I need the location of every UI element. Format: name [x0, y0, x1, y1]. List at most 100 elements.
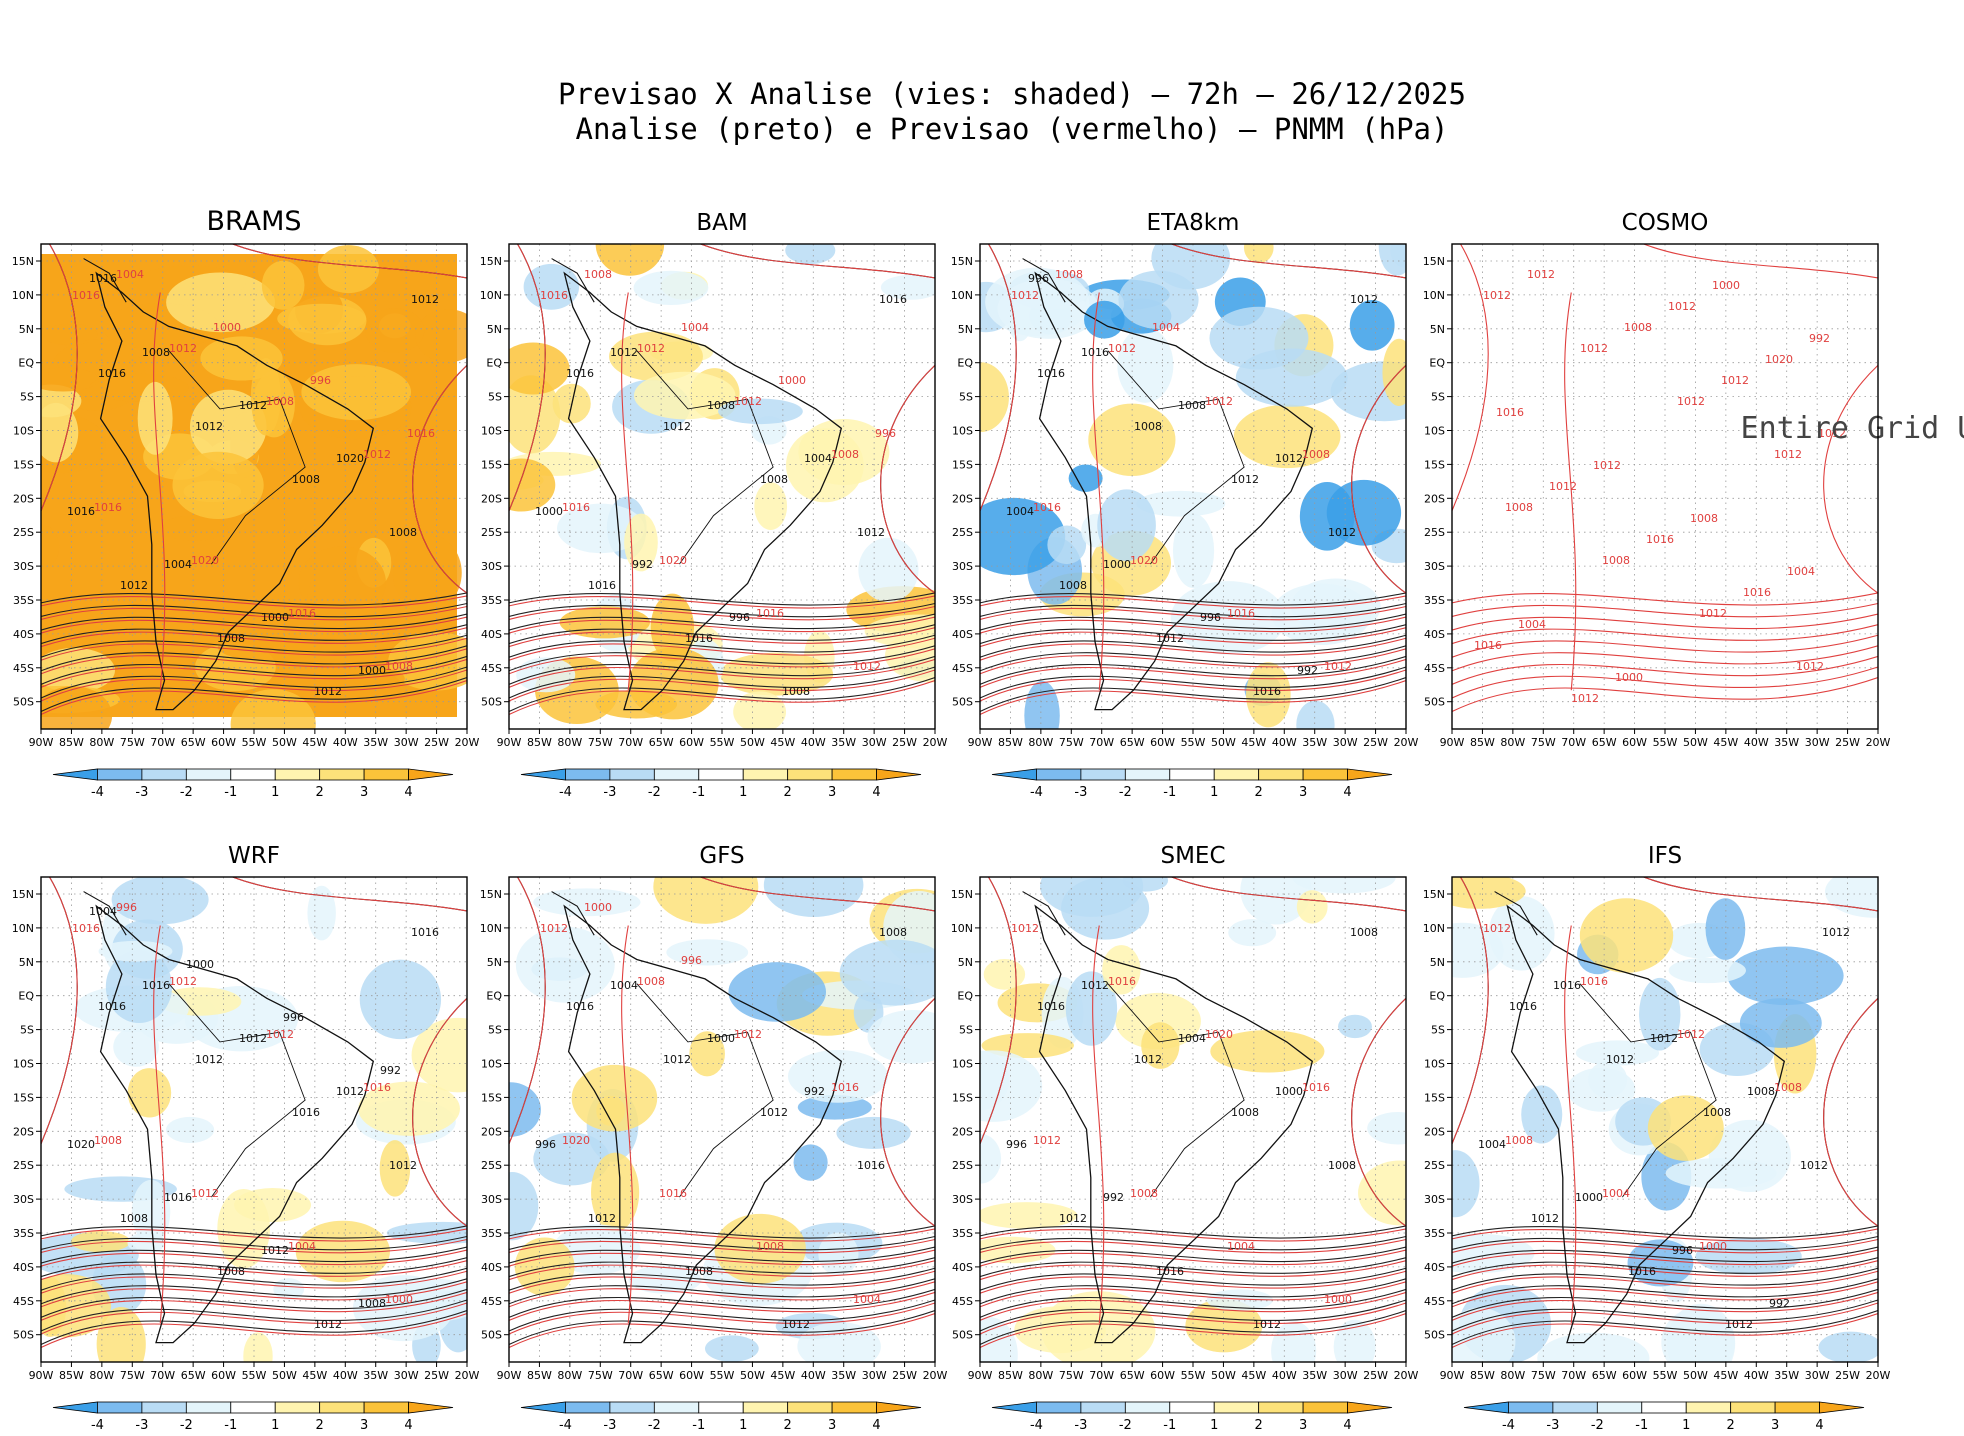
- bias-shading: [1452, 877, 1526, 909]
- lat-tick-label: 50S: [1424, 1329, 1445, 1342]
- isobar-forecast: [41, 595, 467, 609]
- bias-shading: [515, 926, 615, 1003]
- lat-tick-label: 5N: [958, 956, 973, 969]
- lon-tick-label: 30W: [394, 1369, 419, 1382]
- isobar-label: 1016: [1037, 1000, 1065, 1013]
- lon-tick-label: 85W: [998, 736, 1023, 749]
- lon-tick-label: 25W: [1363, 1369, 1388, 1382]
- isobar-analysis: [509, 1225, 935, 1239]
- isobar-analysis: [1452, 1267, 1878, 1291]
- colorbar-swatch: [787, 768, 833, 781]
- lat-tick-label: 15N: [951, 888, 973, 901]
- andes-isobars: [1564, 925, 1577, 1324]
- bias-shading: [160, 515, 229, 541]
- isobar-forecast: [980, 1238, 1406, 1254]
- coastline: [95, 904, 375, 1344]
- bias-shading: [41, 524, 60, 569]
- lon-tick-label: 45W: [1241, 1369, 1266, 1382]
- lat-tick-label: 30S: [1424, 1193, 1445, 1206]
- lon-tick-label: 75W: [120, 736, 145, 749]
- andes-isobars: [153, 292, 166, 691]
- colorbar-swatch: [274, 1401, 321, 1414]
- lon-tick-label: 90W: [1440, 1369, 1465, 1382]
- bias-shading: [1367, 1111, 1406, 1145]
- isobar-forecast: [1452, 1249, 1878, 1267]
- isobar-forecast: [1452, 1238, 1878, 1254]
- bias-shading: [96, 1307, 146, 1362]
- lat-tick-label: 5S: [20, 1024, 34, 1037]
- lon-tick-label: 60W: [1150, 1369, 1175, 1382]
- bias-shading: [1228, 919, 1277, 947]
- lon-tick-label: 80W: [1028, 736, 1053, 749]
- bias-shading: [113, 1026, 159, 1067]
- colorbar-label: 3: [828, 785, 836, 800]
- bias-shading: [261, 260, 305, 310]
- isobar-forecast: [980, 1249, 1406, 1267]
- panel-title: SMEC: [1160, 843, 1225, 869]
- lon-tick-label: 85W: [1470, 1369, 1495, 1382]
- colorbar-swatch: [1596, 1401, 1643, 1414]
- isobar-label: 1016: [879, 293, 907, 306]
- isobar-label: 1008: [707, 399, 735, 412]
- bias-shading: [358, 1081, 460, 1136]
- lat-tick-label: 40S: [1424, 628, 1445, 641]
- isobar-label: 1012: [1205, 395, 1233, 408]
- lat-tick-label: 35S: [13, 594, 34, 607]
- isobar-analysis: [980, 677, 1406, 713]
- isobar-analysis: [980, 624, 1406, 645]
- isobar-label: 1012: [1580, 342, 1608, 355]
- lat-tick-label: 40S: [481, 628, 502, 641]
- colorbar-swatch: [1036, 1401, 1082, 1414]
- isobar-label: 1000: [1103, 558, 1131, 571]
- bias-shading: [571, 1064, 658, 1132]
- lat-tick-label: 10N: [1423, 289, 1445, 302]
- isobar-label: 1020: [1130, 554, 1158, 567]
- lat-tick-label: 5S: [488, 1024, 502, 1037]
- colorbar-swatch: [1124, 1401, 1171, 1414]
- isobar-forecast: [1643, 877, 1878, 912]
- isobar-label: 1016: [89, 272, 117, 285]
- isobar-forecast: [509, 1249, 935, 1267]
- isobar-forecast: [509, 669, 935, 702]
- isobar-label: 1020: [191, 554, 219, 567]
- lat-tick-label: EQ: [957, 990, 973, 1003]
- lat-tick-label: 20S: [481, 492, 502, 505]
- colorbar-swatch: [520, 768, 566, 781]
- isobar-analysis: [41, 1288, 467, 1318]
- lat-tick-label: 30S: [13, 560, 34, 573]
- lon-tick-label: 40W: [333, 736, 358, 749]
- isobar-analysis: [1452, 1288, 1878, 1318]
- lon-tick-label: 70W: [1089, 736, 1114, 749]
- bias-shading: [1727, 946, 1844, 1006]
- isobar-label: 1016: [1553, 979, 1581, 992]
- isobar-forecast: [700, 244, 935, 279]
- lat-tick-label: 15N: [12, 888, 34, 901]
- lon-tick-label: 45W: [1241, 736, 1266, 749]
- lat-tick-label: 15S: [481, 1091, 502, 1104]
- lat-tick-label: 10N: [951, 289, 973, 302]
- isobar-forecast: [1823, 364, 1878, 594]
- isobar-forecast: [509, 616, 935, 634]
- isobar-analysis: [980, 1225, 1406, 1239]
- lat-tick-label: 50S: [481, 1329, 502, 1342]
- isobar-analysis: [509, 1257, 935, 1278]
- colorbar-label: 4: [404, 785, 412, 800]
- lon-tick-label: 30W: [394, 736, 419, 749]
- colorbar-swatch: [1685, 1401, 1732, 1414]
- isobar-label: 1012: [261, 1244, 289, 1257]
- colorbar-label: -2: [180, 785, 193, 800]
- bias-shading: [42, 323, 98, 346]
- isobar-label: 1012: [1822, 926, 1850, 939]
- lon-tick-label: 35W: [1302, 1369, 1327, 1382]
- isobar-label: 1012: [1483, 922, 1511, 935]
- lat-tick-label: 40S: [952, 1261, 973, 1274]
- isobar-forecast: [980, 1260, 1406, 1281]
- bias-shading: [111, 877, 209, 925]
- colorbar-label: -1: [1163, 785, 1176, 800]
- bias-shading: [1668, 957, 1746, 984]
- lat-tick-label: 10N: [951, 922, 973, 935]
- isobar-forecast: [980, 648, 1406, 675]
- isobar-forecast: [1452, 613, 1878, 631]
- bias-shading: [1141, 1022, 1180, 1069]
- isobar-analysis: [41, 1225, 467, 1239]
